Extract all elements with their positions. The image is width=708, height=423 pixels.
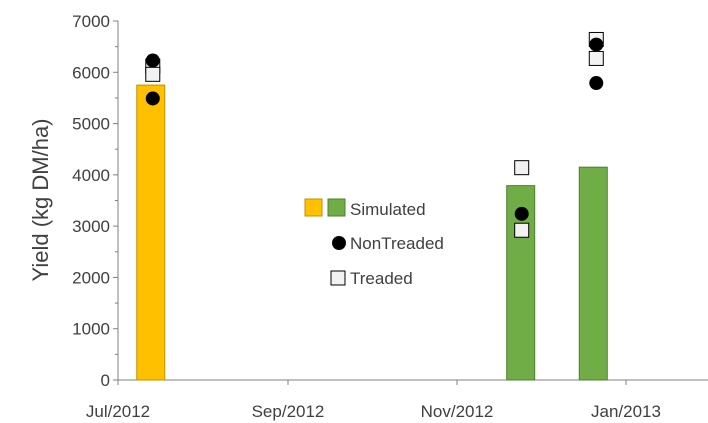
x-tick-label: Sep/2012 (252, 402, 325, 421)
legend: Simulated NonTreaded Treaded (304, 198, 444, 288)
treaded-marker (514, 160, 530, 176)
y-tick-label: 0 (101, 371, 110, 390)
legend-swatch-simulated-green (327, 198, 346, 217)
bar (578, 166, 608, 381)
nontreaded-marker (145, 53, 160, 68)
y-axis: 0 1000 2000 3000 4000 5000 6000 7000 (72, 12, 119, 390)
nontreaded-marker (514, 206, 529, 221)
y-tick-label: 6000 (72, 63, 110, 82)
treaded-marker (514, 222, 530, 238)
y-tick-label: 4000 (72, 166, 110, 185)
bars (136, 84, 608, 381)
y-axis-title: Yield (kg DM/ha) (28, 118, 53, 281)
x-axis: Jul/2012 Sep/2012 Nov/2012 Jan/2013 (86, 379, 708, 421)
legend-swatch-simulated-orange (304, 198, 323, 217)
legend-label-nontreaded: NonTreaded (350, 234, 444, 253)
y-tick-label: 5000 (72, 115, 110, 134)
y-tick-label: 3000 (72, 217, 110, 236)
x-tick-label: Jan/2013 (591, 402, 661, 421)
y-tick-label: 2000 (72, 268, 110, 287)
legend-label-treaded: Treaded (350, 269, 413, 288)
y-tick-label: 1000 (72, 320, 110, 339)
x-tick-label: Jul/2012 (86, 402, 150, 421)
legend-label-simulated: Simulated (350, 200, 426, 219)
y-tick-label: 7000 (72, 12, 110, 31)
nontreaded-marker (589, 76, 604, 91)
bar (506, 185, 536, 381)
bar (136, 84, 166, 381)
nontreaded-marker (145, 91, 160, 106)
treaded-marker (145, 66, 161, 82)
nontreaded-marker (589, 37, 604, 52)
markers (145, 31, 604, 238)
legend-marker-nontreaded (332, 236, 346, 250)
x-tick-label: Nov/2012 (421, 402, 494, 421)
treaded-marker (588, 50, 604, 66)
legend-marker-treaded (330, 270, 346, 286)
